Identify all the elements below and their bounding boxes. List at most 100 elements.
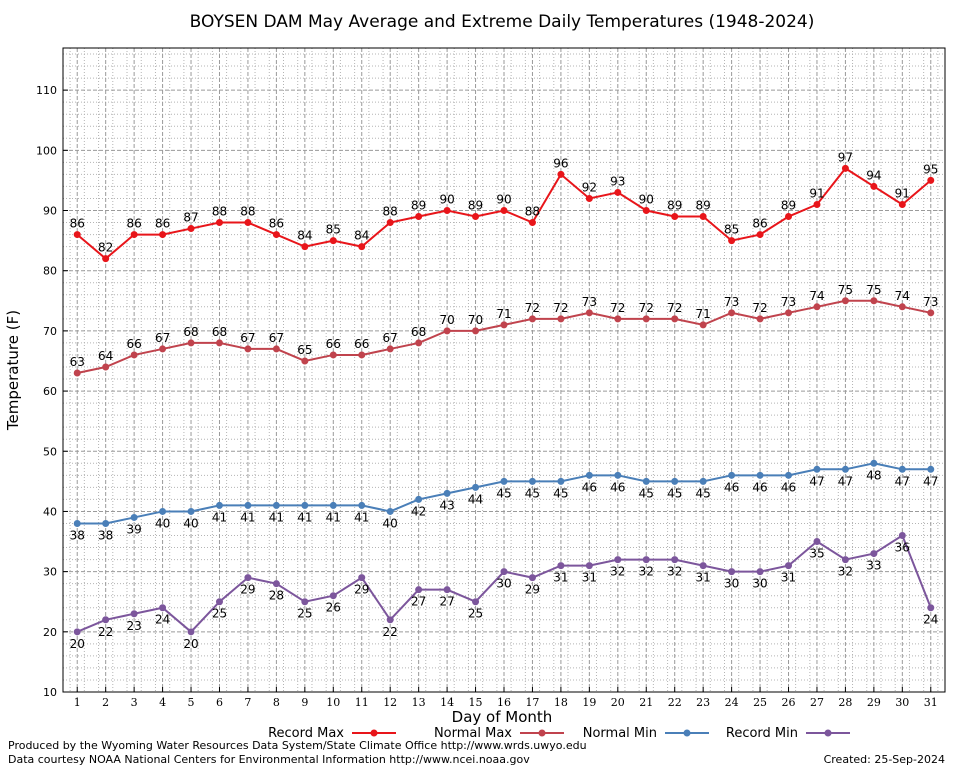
x-tick-label: 27 (810, 696, 824, 709)
normal-min-point (614, 471, 622, 479)
legend-label: Record Max (268, 726, 344, 741)
normal-max-data-label: 72 (667, 301, 682, 315)
footer-created-date: Created: 25-Sep-2024 (824, 753, 945, 766)
record-max-point (358, 243, 366, 251)
record-max-data-label: 88 (212, 205, 227, 219)
normal-max-point (898, 303, 906, 311)
normal-max-data-label: 74 (895, 289, 910, 303)
normal-max-point (699, 321, 707, 329)
normal-min-point (386, 507, 394, 515)
x-tick-label: 28 (838, 696, 852, 709)
normal-min-data-label: 46 (752, 480, 767, 494)
record-min-point (699, 562, 707, 570)
normal-min-point (785, 471, 793, 479)
normal-min-series: 38 38 39 40 40 41 41 41 41 41 41 40 42 43 44 45 45 45 46 46… (70, 459, 938, 542)
y-tick-label: 50 (43, 445, 57, 458)
normal-min-data-label: 46 (582, 480, 597, 494)
normal-max-point (215, 339, 223, 347)
normal-min-point (528, 477, 536, 485)
record-min-point (472, 598, 480, 606)
record-min-data-label: 23 (126, 619, 141, 633)
record-max-data-label: 91 (809, 186, 824, 200)
normal-max-data-label: 66 (326, 337, 341, 351)
footer-produced-by: Produced by the Wyoming Water Resources … (8, 739, 587, 752)
y-tick-label: 80 (43, 265, 57, 278)
legend-item-normal-max: Normal Max (434, 726, 564, 741)
normal-max-data-label: 72 (610, 301, 625, 315)
normal-min-data-label: 41 (326, 510, 341, 524)
record-max-data-label: 91 (895, 186, 910, 200)
normal-max-data-label: 73 (582, 295, 597, 309)
normal-max-point (841, 297, 849, 305)
normal-min-data-label: 45 (525, 486, 540, 500)
normal-max-series: 63 64 66 67 68 68 67 67 65 66 66 67 68 70 70 71 72 72 73 72… (70, 283, 938, 377)
record-min-point (443, 586, 451, 594)
normal-max-point (159, 345, 167, 353)
record-max-data-label: 95 (923, 162, 938, 176)
record-min-data-label: 30 (496, 577, 511, 591)
record-min-data-label: 26 (326, 601, 341, 615)
normal-min-data-label: 41 (240, 510, 255, 524)
record-max-point (785, 213, 793, 221)
normal-min-point (329, 501, 337, 509)
record-max-point (329, 237, 337, 245)
normal-min-point (927, 465, 935, 473)
record-max-point (728, 237, 736, 245)
normal-max-point (301, 357, 309, 365)
record-max-data-label: 96 (553, 156, 568, 170)
record-min-data-label: 24 (155, 613, 170, 627)
normal-max-point (671, 315, 679, 323)
record-max-point (813, 200, 821, 208)
record-max-point (215, 219, 223, 227)
record-max-point (557, 170, 565, 178)
normal-min-data-label: 40 (155, 516, 170, 530)
x-tick-label: 23 (696, 696, 710, 709)
normal-min-data-label: 45 (696, 486, 711, 500)
record-min-data-label: 35 (809, 547, 824, 561)
normal-min-point (358, 501, 366, 509)
record-min-point (927, 604, 935, 612)
record-max-data-label: 86 (126, 217, 141, 231)
normal-max-point (102, 363, 110, 371)
record-max-data-label: 89 (667, 199, 682, 213)
x-tick-label: 26 (782, 696, 796, 709)
record-min-point (386, 616, 394, 624)
normal-min-data-label: 46 (610, 480, 625, 494)
legend-label: Record Min (726, 726, 798, 741)
record-max-data-label: 87 (183, 211, 198, 225)
record-min-point (785, 562, 793, 570)
normal-max-data-label: 66 (126, 337, 141, 351)
record-max-point (73, 231, 81, 239)
normal-max-point (557, 315, 565, 323)
normal-min-point (870, 459, 878, 467)
record-max-data-label: 93 (610, 174, 625, 188)
normal-min-point (244, 501, 252, 509)
record-min-data-label: 30 (724, 577, 739, 591)
normal-max-data-label: 75 (866, 283, 881, 297)
normal-max-data-label: 67 (155, 331, 170, 345)
x-tick-label: 16 (497, 696, 511, 709)
normal-min-point (73, 519, 81, 527)
normal-min-point (557, 477, 565, 485)
normal-min-data-label: 40 (383, 516, 398, 530)
normal-min-data-label: 45 (496, 486, 511, 500)
record-min-data-label: 24 (923, 613, 938, 627)
x-tick-label: 12 (383, 696, 397, 709)
record-max-point (671, 213, 679, 221)
record-min-point (756, 568, 764, 576)
record-min-point (841, 556, 849, 564)
normal-max-point (813, 303, 821, 311)
normal-max-data-label: 67 (269, 331, 284, 345)
y-tick-label: 90 (43, 205, 57, 218)
footer-data-courtesy: Data courtesy NOAA National Centers for … (8, 753, 530, 766)
record-max-point (130, 231, 138, 239)
record-min-series: 20 22 23 24 20 25 29 28 25 26 29 22 27 27 25 30 29 31 31 32… (70, 532, 938, 651)
normal-max-point (358, 351, 366, 359)
normal-min-data-label: 41 (354, 510, 369, 524)
normal-max-point (73, 369, 81, 377)
normal-min-data-label: 41 (297, 510, 312, 524)
record-min-point (614, 556, 622, 564)
record-max-data-label: 86 (155, 217, 170, 231)
record-min-point (358, 574, 366, 582)
